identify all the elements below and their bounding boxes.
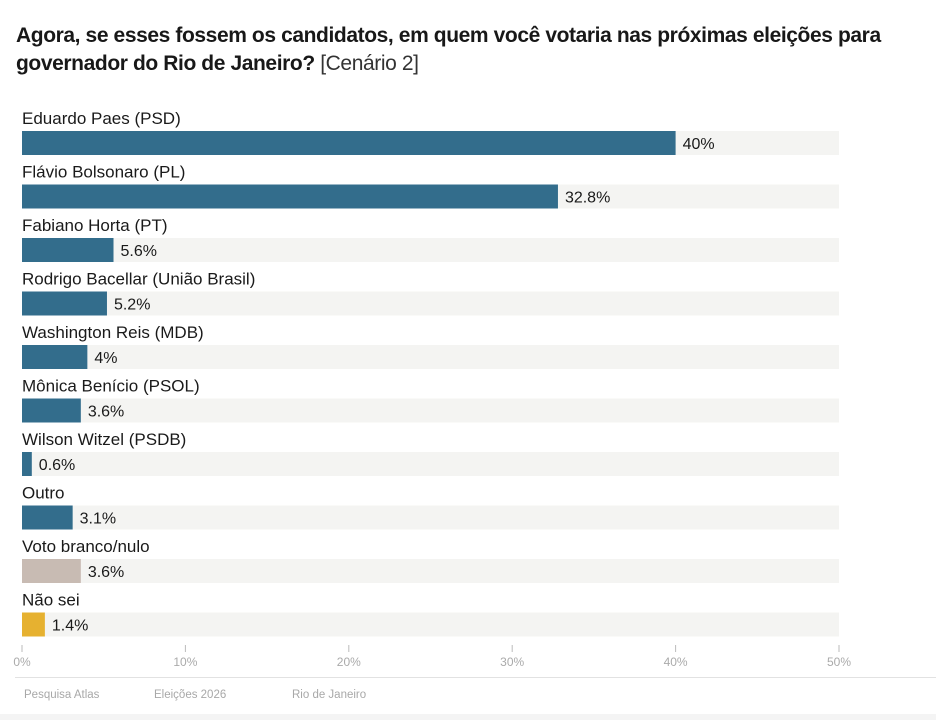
bar-track [22, 612, 839, 637]
footer-divider [15, 677, 936, 678]
value-label: 4% [94, 350, 117, 367]
bar-track [22, 291, 839, 316]
x-tick-label: 30% [500, 655, 524, 669]
bar [22, 398, 81, 423]
category-label: Não sei [22, 591, 80, 610]
value-label: 5.6% [121, 243, 157, 260]
value-label: 32.8% [565, 190, 610, 207]
bar-track [22, 238, 839, 262]
bar [22, 559, 81, 583]
value-label: 5.2% [114, 297, 150, 314]
category-label: Washington Reis (MDB) [22, 323, 204, 342]
category-label: Eduardo Paes (PSD) [22, 109, 181, 128]
chart-title-text: Agora, se esses fossem os candidatos, em… [16, 24, 881, 75]
chart-title: Agora, se esses fossem os candidatos, em… [16, 22, 916, 78]
footer-tag-topic: Eleições 2026 [154, 689, 227, 701]
category-label: Flávio Bolsonaro (PL) [22, 163, 185, 182]
chart-subtitle: [Cenário 2] [320, 52, 419, 75]
footer-tag-region: Rio de Janeiro [292, 689, 367, 701]
bar [22, 238, 114, 262]
bar-track [22, 345, 839, 369]
value-label: 3.1% [80, 511, 116, 528]
bar-track [22, 398, 839, 423]
category-label: Wilson Witzel (PSDB) [22, 430, 186, 449]
bar-track [22, 452, 839, 476]
value-label: 0.6% [39, 457, 75, 474]
bar [22, 291, 107, 316]
bar-track [22, 559, 839, 583]
x-tick-label: 40% [664, 655, 688, 669]
category-label: Outro [22, 484, 65, 503]
bar [22, 505, 73, 530]
footer-tag-source: Pesquisa Atlas [24, 689, 100, 701]
value-label: 3.6% [88, 404, 124, 421]
bar [22, 345, 88, 369]
x-tick-label: 20% [337, 655, 361, 669]
value-label: 40% [683, 136, 715, 153]
bar-chart: Eduardo Paes (PSD) 40% Flávio Bolsonaro (P… [13, 109, 851, 669]
footer-tags: Pesquisa Atlas Eleições 2026 Rio de Jane… [24, 689, 366, 701]
x-tick-label: 0% [13, 655, 31, 669]
bar [22, 612, 45, 637]
category-label: Fabiano Horta (PT) [22, 216, 168, 235]
bar [22, 184, 558, 209]
bar [22, 452, 32, 476]
x-tick-label: 10% [173, 655, 197, 669]
value-label: 3.6% [88, 564, 124, 581]
category-label: Rodrigo Bacellar (União Brasil) [22, 270, 255, 289]
category-label: Mônica Benício (PSOL) [22, 377, 200, 396]
bar-track [22, 505, 839, 530]
bar [22, 131, 676, 155]
bottom-strip [0, 714, 936, 720]
value-label: 1.4% [52, 618, 88, 635]
category-label: Voto branco/nulo [22, 537, 150, 556]
x-tick-label: 50% [827, 655, 851, 669]
